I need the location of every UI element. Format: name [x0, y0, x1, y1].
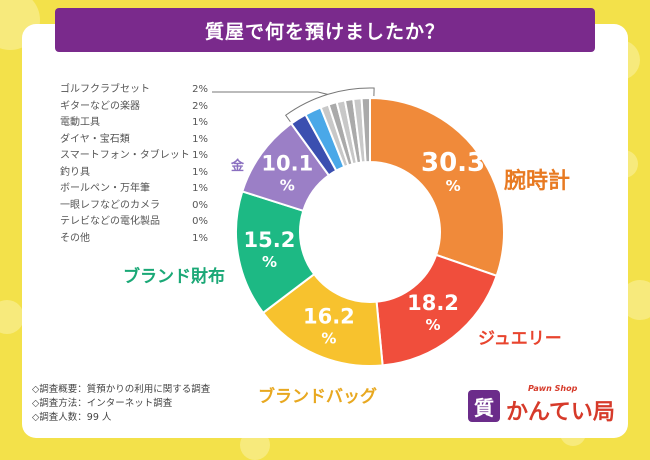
- list-item: スマートフォン・タブレット 1%: [60, 150, 208, 161]
- chart-card: [22, 24, 628, 438]
- chart-title: 質屋で何を預けましたか？: [55, 8, 595, 52]
- others-bracket: [284, 87, 375, 123]
- note-line: ◇調査方法：インターネット調査: [32, 398, 173, 409]
- donut-chart: 30.3%18.2%16.2%15.2%10.1% 腕時計ジュエリーブランドバッグ…: [123, 87, 570, 407]
- logo-mark: 質: [468, 390, 500, 422]
- value-label: 16.2: [303, 304, 355, 328]
- unit-label: %: [321, 329, 336, 347]
- category-label: ジュエリー: [478, 329, 562, 349]
- list-item: 電動工具 1%: [60, 117, 208, 128]
- others-leader-line: [212, 91, 328, 95]
- list-item: テレビなどの電化製品 0%: [60, 216, 208, 227]
- unit-label: %: [262, 253, 277, 271]
- unit-label: %: [446, 177, 461, 195]
- list-item: ギターなどの楽器 2%: [60, 100, 208, 112]
- others-list: ゴルフクラブセット 2% ギターなどの楽器 2% 電動工具 1% ダイヤ・宝石類 1% …: [60, 82, 208, 247]
- unit-label: %: [280, 176, 295, 194]
- unit-label: %: [426, 316, 441, 334]
- category-label: 金: [230, 158, 245, 174]
- logo-tagline: Pawn Shop: [528, 384, 578, 393]
- list-item: ゴルフクラブセット 2%: [60, 84, 208, 95]
- list-item: ボールペン・万年筆 1%: [60, 183, 208, 194]
- note-line: ◇調査人数：99 人: [32, 412, 112, 423]
- logo-name: かんてい局: [506, 400, 615, 425]
- pie-slice-14: [360, 96, 371, 164]
- category-label: ブランドバッグ: [258, 386, 377, 407]
- note-line: ◇調査概要：質預かりの利用に関する調査: [32, 384, 211, 395]
- list-item: 一眼レフなどのカメラ 0%: [60, 199, 208, 211]
- list-item: ダイヤ・宝石類 1%: [60, 133, 208, 145]
- value-label: 10.1: [261, 151, 313, 175]
- value-label: 30.3: [421, 148, 485, 178]
- brand-logo: 質 Pawn Shop かんてい局: [468, 384, 628, 428]
- category-label: 腕時計: [504, 168, 570, 194]
- list-item: その他 1%: [60, 232, 208, 244]
- list-item: 釣り具 1%: [60, 166, 208, 178]
- pie-slice-0: [369, 96, 505, 278]
- value-label: 15.2: [244, 228, 296, 252]
- value-label: 18.2: [407, 291, 459, 315]
- category-label: ブランド財布: [123, 266, 225, 287]
- survey-notes: ◇調査概要：質預かりの利用に関する調査 ◇調査方法：インターネット調査 ◇調査人…: [32, 383, 210, 425]
